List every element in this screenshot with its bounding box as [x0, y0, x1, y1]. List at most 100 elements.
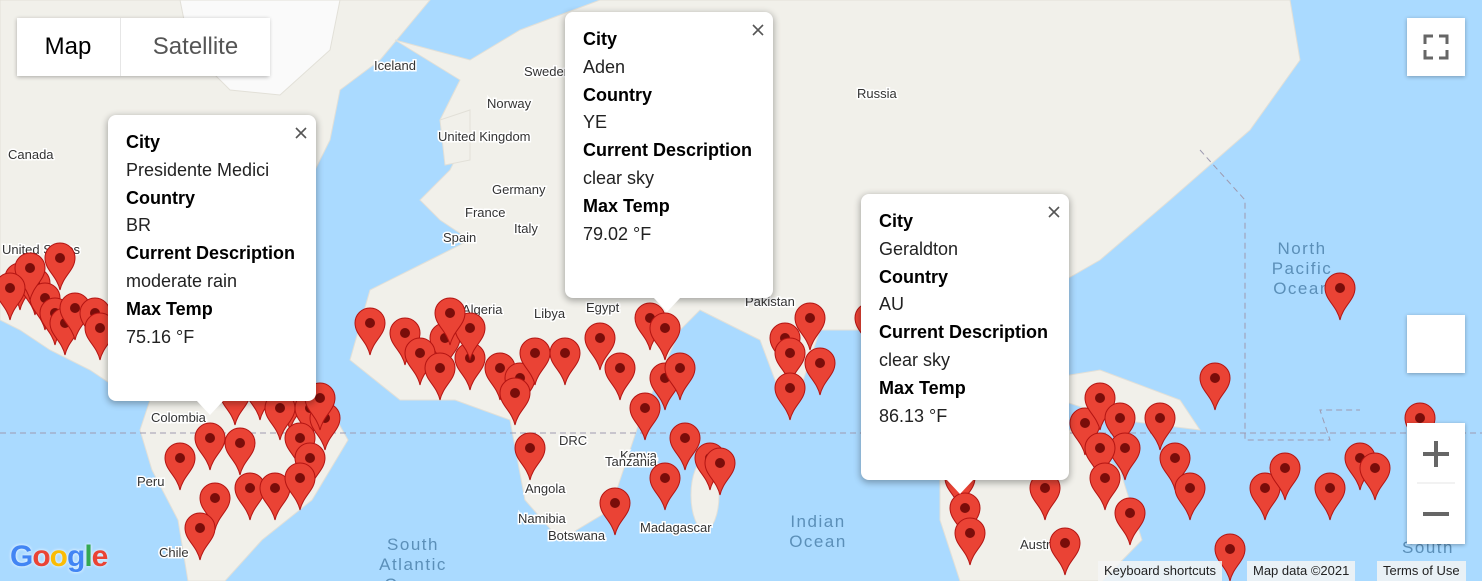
- zoom-icons: [1417, 441, 1455, 516]
- map-marker[interactable]: [1144, 402, 1176, 451]
- map-marker[interactable]: [499, 377, 531, 426]
- marker-pin: [1089, 462, 1121, 511]
- marker-dot: [965, 528, 975, 538]
- marker-dot: [245, 483, 255, 493]
- marker-dot: [1170, 453, 1180, 463]
- map-marker[interactable]: [584, 322, 616, 371]
- marker-pin: [1324, 272, 1356, 321]
- map-marker[interactable]: [1089, 462, 1121, 511]
- marker-pin: [499, 377, 531, 426]
- map-marker[interactable]: [804, 347, 836, 396]
- marker-dot: [1335, 283, 1345, 293]
- ocean-label: Atlantic: [379, 555, 447, 574]
- map-marker[interactable]: [1269, 452, 1301, 501]
- map-marker[interactable]: [649, 462, 681, 511]
- map-marker[interactable]: [704, 447, 736, 496]
- close-icon: [295, 127, 307, 139]
- field-value: clear sky: [879, 349, 951, 370]
- marker-dot: [235, 438, 245, 448]
- marker-dot: [1210, 373, 1220, 383]
- map-marker[interactable]: [649, 312, 681, 361]
- marker-dot: [295, 433, 305, 443]
- map-marker[interactable]: [549, 337, 581, 386]
- map-marker[interactable]: [1109, 432, 1141, 481]
- map-marker[interactable]: [1359, 452, 1391, 501]
- map-marker[interactable]: [664, 352, 696, 401]
- close-button[interactable]: [294, 121, 308, 149]
- country-label: Russia: [857, 86, 898, 101]
- field-value: AU: [879, 294, 905, 315]
- map-marker[interactable]: [184, 512, 216, 561]
- map-marker[interactable]: [794, 302, 826, 351]
- map-marker[interactable]: [1049, 527, 1081, 576]
- map-marker[interactable]: [1199, 362, 1231, 411]
- marker-dot: [680, 433, 690, 443]
- marker-pin: [704, 447, 736, 496]
- map-marker[interactable]: [1249, 472, 1281, 521]
- satellite-button[interactable]: Satellite: [120, 18, 270, 76]
- map-marker[interactable]: [424, 352, 456, 401]
- logo-letter: o: [32, 540, 50, 573]
- map-marker[interactable]: [1214, 533, 1246, 581]
- field-label: Max Temp: [126, 298, 213, 319]
- keyboard-shortcuts[interactable]: Keyboard shortcuts: [1098, 561, 1223, 581]
- map-marker[interactable]: [774, 337, 806, 386]
- marker-dot: [400, 328, 410, 338]
- fullscreen-button[interactable]: [1407, 18, 1465, 76]
- marker-dot: [1115, 413, 1125, 423]
- map-marker[interactable]: [194, 422, 226, 471]
- map-marker[interactable]: [514, 432, 546, 481]
- map-marker[interactable]: [1324, 272, 1356, 321]
- marker-pin: [629, 392, 661, 441]
- map-marker[interactable]: [0, 272, 26, 321]
- info-window: City Aden Country YE Current Description clea…: [565, 12, 773, 312]
- map-marker[interactable]: [164, 442, 196, 491]
- map-marker[interactable]: [1159, 442, 1191, 491]
- marker-dot: [530, 348, 540, 358]
- marker-dot: [615, 363, 625, 373]
- map-marker[interactable]: [284, 462, 316, 511]
- map-marker[interactable]: [354, 307, 386, 356]
- map-marker[interactable]: [1114, 497, 1146, 546]
- field-label: Country: [583, 84, 652, 105]
- map-marker[interactable]: [224, 427, 256, 476]
- close-button[interactable]: [1047, 200, 1061, 228]
- map-marker[interactable]: [44, 242, 76, 291]
- map-marker[interactable]: [604, 352, 636, 401]
- marker-dot: [305, 453, 315, 463]
- marker-dot: [815, 358, 825, 368]
- map-marker[interactable]: [1104, 402, 1136, 451]
- terms-of-use[interactable]: Terms of Use: [1377, 561, 1466, 581]
- pegman-button[interactable]: [1407, 315, 1465, 373]
- map-marker[interactable]: [599, 487, 631, 536]
- map-marker[interactable]: [519, 337, 551, 386]
- map-marker[interactable]: [454, 312, 486, 361]
- marker-pin: [774, 337, 806, 386]
- map-marker[interactable]: [199, 482, 231, 531]
- marker-dot: [1260, 483, 1270, 493]
- map-marker[interactable]: [669, 422, 701, 471]
- map-marker[interactable]: [434, 297, 466, 346]
- marker-pin: [1249, 472, 1281, 521]
- country-label: Tanzania: [605, 454, 658, 469]
- map-marker[interactable]: [629, 392, 661, 441]
- marker-dot: [70, 303, 80, 313]
- marker-dot: [365, 318, 375, 328]
- marker-dot: [1095, 393, 1105, 403]
- map-marker[interactable]: [259, 472, 291, 521]
- marker-pin: [649, 462, 681, 511]
- close-button[interactable]: [751, 18, 765, 46]
- map-marker[interactable]: [1084, 432, 1116, 481]
- map-marker[interactable]: [1314, 472, 1346, 521]
- marker-pin: [519, 337, 551, 386]
- map-marker[interactable]: [234, 472, 266, 521]
- country-label: Canada: [8, 147, 54, 162]
- map-marker[interactable]: [954, 517, 986, 566]
- logo-letter: G: [10, 540, 33, 573]
- map-button[interactable]: Map: [17, 18, 119, 76]
- field-value: Aden: [583, 56, 626, 77]
- map-marker[interactable]: [774, 372, 806, 421]
- map-marker[interactable]: [1174, 472, 1206, 521]
- marker-dot: [1080, 418, 1090, 428]
- zoom-in[interactable]: [1423, 441, 1449, 467]
